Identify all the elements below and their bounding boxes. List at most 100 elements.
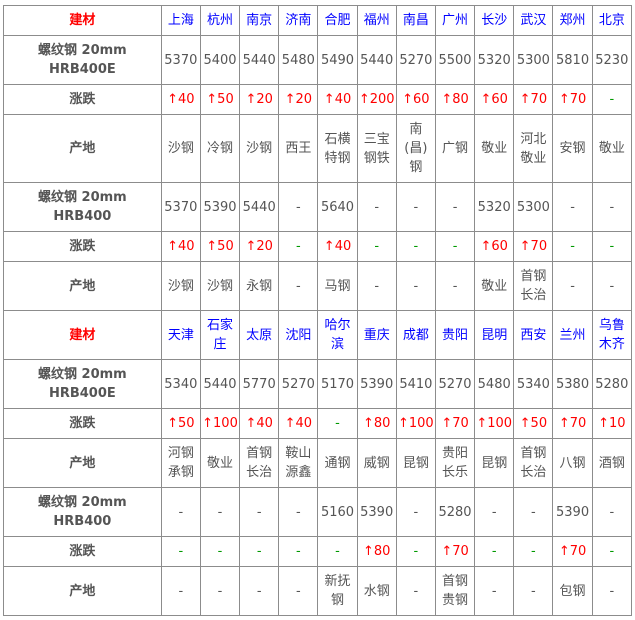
- price-cell: 5280: [591, 359, 633, 409]
- origin-cell: -: [591, 566, 633, 616]
- change-cell: ↑40: [160, 84, 201, 115]
- change-cell: ↑50: [199, 231, 241, 262]
- origin-cell: 敬业: [199, 438, 241, 488]
- origin-cell: 包钢: [552, 566, 593, 616]
- origin-cell: 首钢贵钢: [434, 566, 476, 616]
- origin-cell: 昆钢: [395, 438, 436, 488]
- origin-row: 产地 - - - - 新抚钢 水钢 - 首钢贵钢 - - 包钢 -: [3, 566, 633, 616]
- city-header: 济南: [278, 5, 319, 36]
- change-cell: ↑70: [552, 536, 593, 567]
- city-header: 北京: [591, 5, 633, 36]
- change-cell: ↑200: [356, 84, 397, 115]
- price-cell: -: [434, 182, 476, 232]
- price-cell: 5370: [160, 182, 201, 232]
- origin-cell: 马钢: [317, 261, 358, 311]
- city-header: 武汉: [513, 5, 554, 36]
- change-row: 涨跌 ↑40 ↑50 ↑20 ↑20 ↑40 ↑200 ↑60 ↑80 ↑60 ↑70 ↑70-: [3, 84, 633, 115]
- change-cell: -: [160, 536, 201, 567]
- price-cell: 5340: [513, 359, 554, 409]
- origin-cell: 沙钢: [160, 261, 201, 311]
- change-cell: -: [395, 231, 436, 262]
- price-row: 螺纹钢 20mm HRB400- - - -5160 5390-5280- -5390-: [3, 487, 633, 537]
- origin-cell: 八钢: [552, 438, 593, 488]
- origin-cell: 安钢: [552, 114, 593, 183]
- change-cell: ↑80: [434, 84, 476, 115]
- origin-cell: -: [395, 261, 436, 311]
- origin-cell: -: [278, 261, 319, 311]
- price-cell: 5810: [552, 35, 593, 85]
- price-cell: -: [552, 182, 593, 232]
- price-cell: 5270: [278, 359, 319, 409]
- price-cell: 5340: [160, 359, 201, 409]
- change-cell: ↑50: [513, 408, 554, 439]
- origin-cell: -: [239, 566, 280, 616]
- change-cell: ↑100: [395, 408, 436, 439]
- origin-cell: 沙钢: [199, 261, 241, 311]
- price-row: 螺纹钢 20mm HRB400 5370 5390 5440-5640- - -5320 5…: [3, 182, 633, 232]
- price-cell: -: [160, 487, 201, 537]
- price-cell: 5300: [513, 182, 554, 232]
- price-cell: 5390: [356, 359, 397, 409]
- price-cell: 5440: [356, 35, 397, 85]
- origin-cell: 永钢: [239, 261, 280, 311]
- change-cell: ↑10: [591, 408, 633, 439]
- price-cell: 5390: [199, 182, 241, 232]
- city-header: 天津: [160, 310, 201, 360]
- city-header: 上海: [160, 5, 201, 36]
- origin-row: 产地 沙钢 冷钢 沙钢 西王 石横特钢 三宝钢铁 南(昌)钢 广钢 敬业 河北敬业 安钢 敬业: [3, 114, 633, 183]
- origin-cell: -: [199, 566, 241, 616]
- origin-cell: 敬业: [474, 261, 515, 311]
- price-cell: 5230: [591, 35, 633, 85]
- city-header: 合肥: [317, 5, 358, 36]
- city-header: 重庆: [356, 310, 397, 360]
- price-cell: -: [474, 487, 515, 537]
- change-cell: -: [278, 231, 319, 262]
- change-cell: ↑40: [239, 408, 280, 439]
- change-cell: -: [317, 536, 358, 567]
- price-cell: 5170: [317, 359, 358, 409]
- change-cell: -: [356, 231, 397, 262]
- price-cell: 5390: [356, 487, 397, 537]
- change-cell: -: [395, 536, 436, 567]
- origin-cell: -: [160, 566, 201, 616]
- change-cell: -: [591, 231, 633, 262]
- price-cell: 5390: [552, 487, 593, 537]
- change-cell: ↑60: [474, 84, 515, 115]
- city-header: 郑州: [552, 5, 593, 36]
- origin-cell: 水钢: [356, 566, 397, 616]
- city-header: 昆明: [474, 310, 515, 360]
- price-cell: 5160: [317, 487, 358, 537]
- origin-cell: 敬业: [474, 114, 515, 183]
- price-row: 螺纹钢 20mm HRB400E 5340 5440 5770 5270 5170 5390…: [3, 359, 633, 409]
- change-cell: ↑60: [474, 231, 515, 262]
- row-label: 涨跌: [3, 231, 162, 262]
- price-cell: 5300: [513, 35, 554, 85]
- origin-cell: 冷钢: [199, 114, 241, 183]
- origin-cell: 沙钢: [239, 114, 280, 183]
- row-label: 涨跌: [3, 408, 162, 439]
- origin-cell: -: [356, 261, 397, 311]
- origin-cell: -: [552, 261, 593, 311]
- change-cell: ↑100: [199, 408, 241, 439]
- city-header: 石家庄: [199, 310, 241, 360]
- price-cell: 5640: [317, 182, 358, 232]
- origin-cell: -: [474, 566, 515, 616]
- city-header: 成都: [395, 310, 436, 360]
- change-cell: ↑70: [513, 84, 554, 115]
- city-header: 西安: [513, 310, 554, 360]
- change-cell: -: [552, 231, 593, 262]
- change-cell: ↑60: [395, 84, 436, 115]
- change-cell: ↑20: [239, 84, 280, 115]
- price-cell: 5280: [434, 487, 476, 537]
- origin-cell: -: [395, 566, 436, 616]
- origin-cell: 首钢长治: [513, 261, 554, 311]
- price-cell: -: [199, 487, 241, 537]
- row-label: 产地: [3, 438, 162, 488]
- origin-cell: -: [434, 261, 476, 311]
- origin-cell: -: [591, 261, 633, 311]
- price-cell: 5500: [434, 35, 476, 85]
- price-cell: -: [278, 182, 319, 232]
- price-cell: 5480: [474, 359, 515, 409]
- origin-cell: 三宝钢铁: [356, 114, 397, 183]
- change-cell: ↑70: [434, 408, 476, 439]
